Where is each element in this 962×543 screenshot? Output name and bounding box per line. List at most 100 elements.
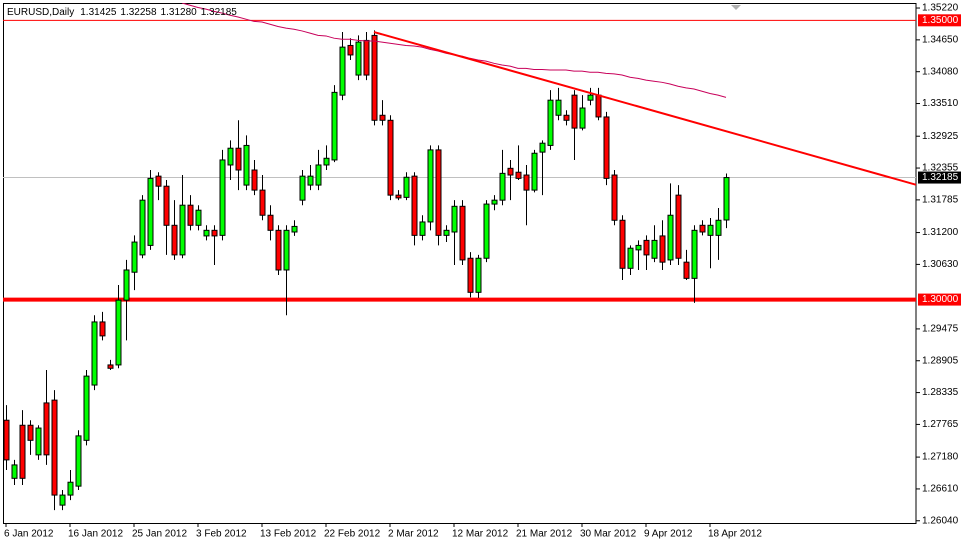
- plot-frame: [3, 3, 917, 524]
- candle-body: [547, 99, 554, 146]
- candle-body: [363, 39, 370, 76]
- candle-body: [539, 142, 546, 153]
- candle-body: [323, 157, 330, 166]
- candle-body: [331, 91, 338, 161]
- candle-body: [579, 107, 586, 129]
- price-label: 1.32185: [922, 172, 959, 183]
- candle-body: [523, 174, 530, 191]
- x-tick-label: 22 Feb 2012: [324, 529, 381, 540]
- x-tick-label: 30 Mar 2012: [580, 529, 637, 540]
- candle-body: [155, 175, 162, 187]
- candle-body: [419, 221, 426, 236]
- candle-body: [355, 41, 362, 76]
- y-tick-label: 1.29475: [922, 324, 959, 335]
- candle-body: [227, 147, 234, 166]
- candle-body: [659, 235, 666, 263]
- candle-body: [683, 261, 690, 279]
- y-tick-label: 1.26040: [922, 515, 959, 526]
- candle-body: [211, 229, 218, 237]
- candle-body: [267, 214, 274, 231]
- shift-marker: [731, 5, 741, 10]
- candle-body: [315, 164, 322, 186]
- y-tick-label: 1.31200: [922, 227, 959, 238]
- candle-body: [91, 321, 98, 386]
- x-tick-label: 12 Mar 2012: [452, 529, 509, 540]
- open-value: 1.31425: [80, 7, 117, 18]
- candle-body: [395, 194, 402, 199]
- candle-body: [3, 419, 10, 461]
- candle-body: [627, 247, 634, 269]
- candle-body: [467, 257, 474, 293]
- candle-body: [243, 144, 250, 186]
- candle-body: [427, 149, 434, 223]
- candle-body: [35, 427, 42, 456]
- candle-body: [259, 189, 266, 216]
- candle-body: [107, 364, 114, 369]
- candle-body: [43, 402, 50, 456]
- candle-body: [715, 219, 722, 236]
- candle-body: [491, 199, 498, 205]
- candle-body: [275, 229, 282, 271]
- candle-body: [619, 219, 626, 269]
- level-label-box: [918, 14, 961, 27]
- header: EURUSD,Daily 1.31425 1.32258 1.31280 1.32185: [7, 7, 237, 18]
- symbol: EURUSD,Daily: [7, 7, 74, 18]
- candle-body: [27, 424, 34, 441]
- candle-body: [499, 172, 506, 201]
- candle-body: [67, 481, 74, 496]
- candle-body: [123, 269, 130, 301]
- level-label: 1.30000: [922, 294, 959, 305]
- candle-body: [723, 177, 730, 221]
- y-tick-label: 1.34650: [922, 35, 959, 46]
- candle-body: [187, 204, 194, 226]
- candle-body: [515, 171, 522, 179]
- candle-body: [291, 225, 298, 233]
- y-tick-label: 1.33510: [922, 98, 959, 109]
- y-tick-label: 1.28335: [922, 387, 959, 398]
- axes: 1.35220 1.34650 1.34080 1.33510 1.32925 1.323…: [4, 3, 961, 540]
- candle-body: [587, 94, 594, 101]
- price-label-box: [918, 171, 961, 184]
- x-tick-label: 6 Jan 2012: [4, 529, 54, 540]
- candle-body: [411, 175, 418, 236]
- candle-body: [179, 204, 186, 256]
- candle-body: [19, 424, 26, 479]
- y-tick-label: 1.27180: [922, 452, 959, 463]
- candle-body: [595, 94, 602, 118]
- close-value: 1.32185: [201, 7, 238, 18]
- candle-body: [75, 435, 82, 487]
- trendline: [373, 31, 916, 186]
- candle-body: [251, 169, 258, 191]
- candle-body: [283, 229, 290, 271]
- high-value: 1.32258: [120, 7, 157, 18]
- candle-body: [507, 167, 514, 176]
- candle-body: [387, 119, 394, 196]
- candle-body: [347, 44, 354, 56]
- candle-body: [603, 116, 610, 179]
- x-tick-label: 13 Feb 2012: [260, 529, 317, 540]
- y-tick-label: 1.26610: [922, 484, 959, 495]
- x-tick-label: 18 Apr 2012: [708, 529, 762, 540]
- y-tick-label: 1.30630: [922, 259, 959, 270]
- level-label: 1.35000: [922, 15, 959, 26]
- candle-body: [203, 229, 210, 237]
- low-value: 1.31280: [161, 7, 198, 18]
- y-tick-label: 1.31785: [922, 195, 959, 206]
- candle-body: [675, 194, 682, 259]
- candle-body: [115, 299, 122, 366]
- level-label-box: [918, 293, 961, 306]
- candle-body: [195, 209, 202, 226]
- candle-body: [707, 224, 714, 236]
- x-tick-label: 21 Mar 2012: [516, 529, 573, 540]
- candle-body: [219, 159, 226, 236]
- candle-body: [555, 99, 562, 116]
- y-tick-label: 1.34080: [922, 66, 959, 77]
- candle-body: [611, 174, 618, 221]
- candle-body: [443, 229, 450, 236]
- candle-body: [59, 494, 66, 506]
- candle-body: [299, 175, 306, 201]
- x-tick-label: 25 Jan 2012: [132, 529, 187, 540]
- candle-body: [451, 205, 458, 233]
- candle-body: [459, 205, 466, 261]
